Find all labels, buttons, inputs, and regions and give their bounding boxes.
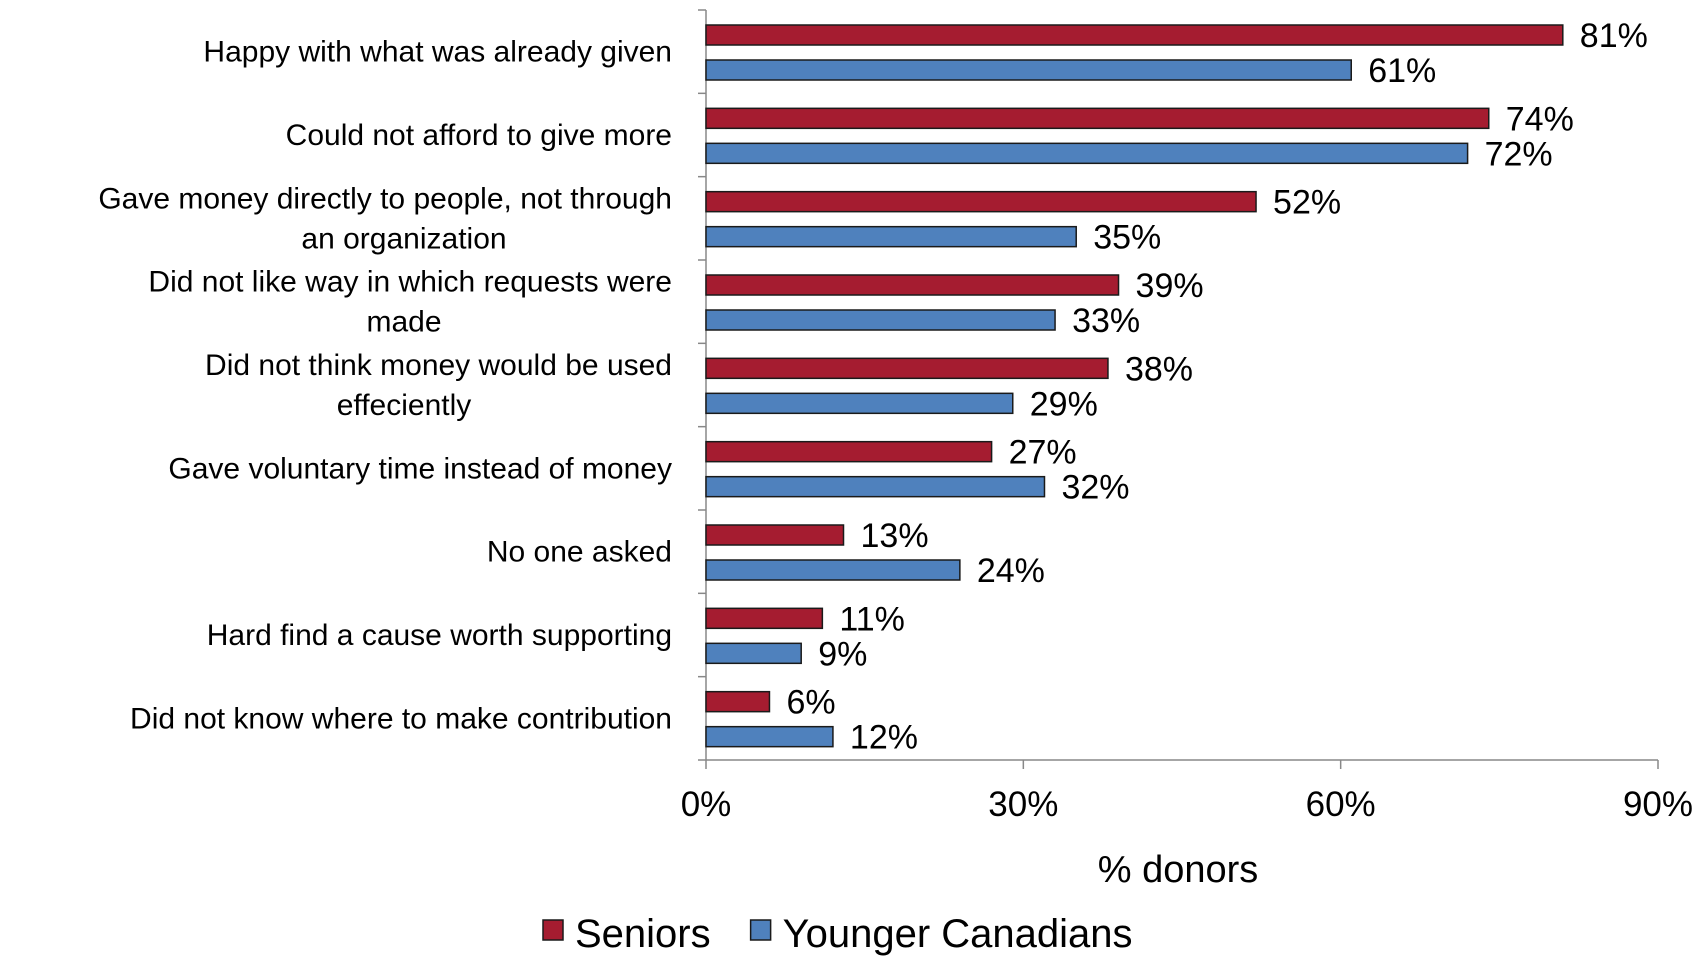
bar-younger-canadians bbox=[705, 475, 1046, 498]
bar-seniors bbox=[705, 690, 771, 713]
bar-younger-canadians bbox=[705, 225, 1077, 248]
data-label: 6% bbox=[786, 684, 835, 722]
data-label: 12% bbox=[850, 719, 918, 757]
bar-seniors bbox=[705, 24, 1564, 46]
data-label: 13% bbox=[861, 517, 929, 555]
axes bbox=[698, 9, 1659, 769]
category-label: an organization bbox=[301, 222, 506, 255]
bar-seniors bbox=[705, 524, 845, 546]
data-label: 38% bbox=[1125, 350, 1193, 388]
data-label: 52% bbox=[1273, 184, 1341, 222]
category-label: Gave money directly to people, not throu… bbox=[98, 182, 672, 215]
category-label: Did not know where to make contribution bbox=[130, 702, 672, 735]
category-label: made bbox=[366, 306, 441, 339]
category-label: effeciently bbox=[337, 389, 472, 422]
category-label: Happy with what was already given bbox=[203, 36, 672, 69]
legend-label: Younger Canadians bbox=[783, 912, 1133, 956]
bar-younger-canadians bbox=[705, 392, 1014, 415]
category-label: Hard find a cause worth supporting bbox=[207, 619, 672, 652]
legend-swatch-younger-canadians bbox=[749, 919, 772, 941]
bars bbox=[705, 24, 1564, 748]
labels: 0% 30% 60% 90% 81% 61% Happy with what was alr… bbox=[98, 17, 1693, 824]
bar-seniors bbox=[705, 607, 824, 630]
category-label: Did not like way in which requests were bbox=[148, 266, 672, 299]
bar-younger-canadians bbox=[705, 59, 1352, 81]
data-label: 11% bbox=[839, 600, 905, 638]
category-label: No one asked bbox=[487, 536, 672, 569]
bar-younger-canadians bbox=[705, 559, 961, 581]
bar-seniors bbox=[705, 274, 1120, 296]
legend-swatch-seniors bbox=[542, 919, 564, 941]
legend-label: Seniors bbox=[575, 912, 711, 956]
bar-seniors bbox=[705, 440, 993, 463]
data-label: 72% bbox=[1485, 135, 1553, 173]
data-label: 35% bbox=[1093, 219, 1161, 257]
bar-younger-canadians bbox=[705, 309, 1056, 331]
data-label: 24% bbox=[977, 552, 1045, 590]
bar-younger-canadians bbox=[705, 725, 834, 748]
bar-younger-canadians bbox=[705, 642, 802, 665]
data-label: 27% bbox=[1009, 434, 1077, 472]
data-label: 9% bbox=[818, 635, 867, 673]
x-tick-label: 0% bbox=[681, 785, 732, 824]
x-tick-label: 90% bbox=[1623, 785, 1693, 824]
category-label: Could not afford to give more bbox=[286, 119, 672, 152]
bar-seniors bbox=[705, 190, 1257, 213]
bar-seniors bbox=[705, 357, 1109, 380]
bar-seniors bbox=[705, 107, 1490, 130]
category-label: Gave voluntary time instead of money bbox=[168, 452, 672, 485]
category-label: Did not think money would be used bbox=[205, 349, 672, 382]
data-label: 33% bbox=[1072, 302, 1140, 340]
data-label: 39% bbox=[1136, 267, 1204, 305]
bar-younger-canadians bbox=[705, 142, 1469, 165]
x-tick-label: 60% bbox=[1306, 785, 1376, 824]
legend: Seniors Younger Canadians bbox=[542, 912, 1133, 956]
data-label: 32% bbox=[1061, 469, 1129, 507]
x-tick-label: 30% bbox=[988, 785, 1058, 824]
data-label: 61% bbox=[1368, 52, 1436, 90]
x-axis-title: % donors bbox=[1098, 849, 1259, 891]
data-label: 81% bbox=[1580, 17, 1648, 55]
data-label: 74% bbox=[1506, 100, 1574, 138]
data-label: 29% bbox=[1030, 385, 1098, 423]
